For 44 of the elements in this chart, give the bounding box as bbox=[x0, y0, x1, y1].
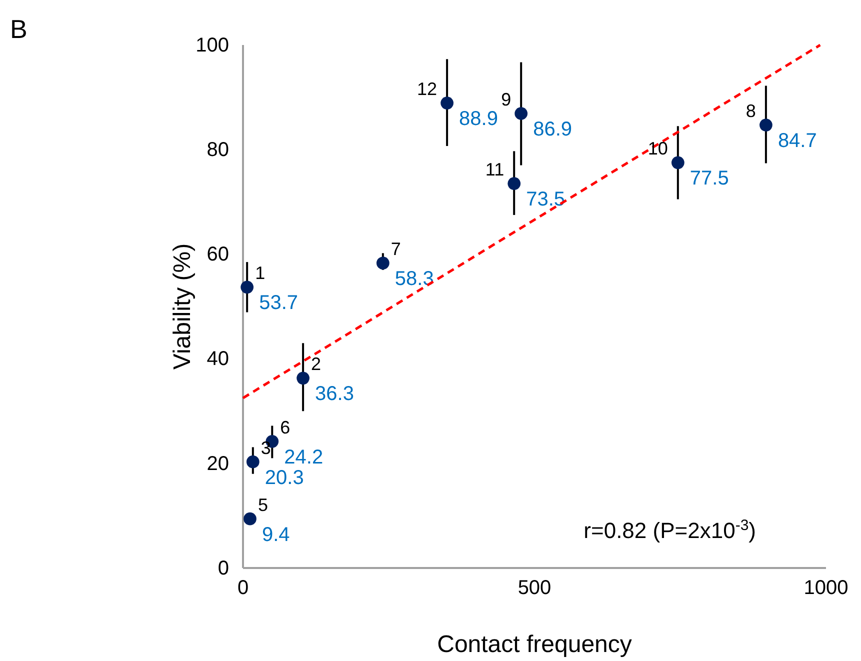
x-tick-label: 1000 bbox=[804, 577, 848, 600]
point bbox=[514, 107, 528, 120]
annotation: 7 bbox=[390, 239, 401, 260]
point bbox=[671, 156, 684, 170]
text: B bbox=[10, 14, 28, 44]
annotation: 8 bbox=[746, 101, 756, 122]
annotation: r=0.82 (P=2x10$^{-3}$) bbox=[584, 516, 756, 543]
annotation: 11 bbox=[485, 160, 504, 180]
x-axis-title: Contact frequency bbox=[437, 631, 632, 658]
data-label: 77.5 bbox=[690, 168, 729, 190]
data-label: 20.3 bbox=[264, 466, 304, 489]
point bbox=[376, 256, 390, 270]
point bbox=[440, 96, 454, 110]
point bbox=[296, 372, 310, 385]
annotation: 3 bbox=[260, 438, 271, 458]
point bbox=[240, 280, 254, 294]
data-label: 53.7 bbox=[259, 292, 298, 314]
point bbox=[244, 512, 256, 526]
x-tick-label: 500 bbox=[518, 577, 552, 600]
data-label: 84.7 bbox=[778, 130, 817, 152]
data-label: 36.3 bbox=[315, 383, 354, 406]
data-label: 9.4 bbox=[262, 524, 290, 546]
annotation: 2 bbox=[311, 354, 322, 374]
annotation: 10 bbox=[648, 138, 668, 159]
y-tick-label: 0 bbox=[218, 557, 229, 580]
point bbox=[246, 455, 260, 468]
annotation: 12 bbox=[417, 79, 438, 100]
data-label: 86.9 bbox=[533, 118, 572, 141]
y-tick-label: 20 bbox=[206, 452, 229, 475]
y-tick-label: 40 bbox=[206, 348, 229, 370]
data-label: 73.5 bbox=[526, 188, 566, 211]
y-tick-label: 100 bbox=[196, 34, 229, 56]
x-tick-label: 0 bbox=[237, 577, 249, 600]
point bbox=[508, 177, 521, 190]
y-tick-label: 60 bbox=[206, 244, 229, 266]
data-label: 24.2 bbox=[284, 446, 324, 468]
annotation: 9 bbox=[501, 90, 512, 110]
annotation: 1 bbox=[255, 263, 266, 284]
annotation: 6 bbox=[280, 417, 290, 438]
data-label: 88.9 bbox=[459, 108, 498, 130]
y-axis-title: Viability (%) bbox=[169, 243, 196, 370]
point bbox=[760, 118, 772, 132]
y-tick-label: 80 bbox=[206, 139, 229, 161]
annotation: 5 bbox=[258, 494, 268, 515]
